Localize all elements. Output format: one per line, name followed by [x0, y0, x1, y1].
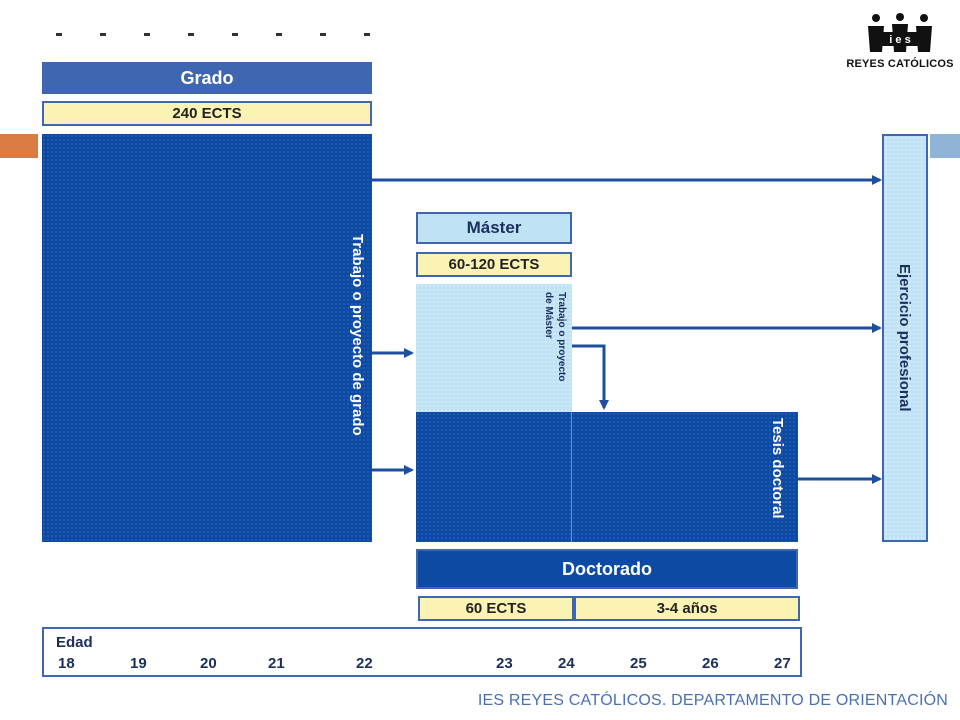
master-work-line2: de Máster [543, 292, 554, 339]
grado-header: Grado [42, 62, 372, 94]
cropped-title [56, 26, 370, 36]
grado-block: Trabajo o proyecto de grado [42, 134, 372, 542]
doctorado-years: 3-4 años [574, 596, 800, 621]
grado-work-label: Trabajo o proyecto de grado [349, 234, 366, 436]
age-value: 27 [774, 655, 791, 672]
school-logo: i e s REYES CATÓLICOS [846, 12, 954, 72]
doctorado-divider [571, 412, 572, 542]
professional-block: Ejercicio profesional [882, 134, 928, 542]
arrow-master-to-doctorado [572, 344, 609, 410]
professional-label: Ejercicio profesional [896, 264, 913, 412]
age-value: 21 [268, 655, 285, 672]
age-value: 20 [200, 655, 217, 672]
doctorado-block: Tesis doctoral [416, 412, 798, 542]
master-work-label: Trabajo o proyecto de Máster [542, 292, 568, 381]
age-value: 25 [630, 655, 647, 672]
doctorado-ects: 60 ECTS [418, 596, 574, 621]
master-ects: 60-120 ECTS [416, 252, 572, 277]
master-block: Trabajo o proyecto de Máster [416, 284, 572, 414]
age-value: 23 [496, 655, 513, 672]
accent-tab-left [0, 134, 38, 158]
age-timeline: Edad 18 19 20 21 22 23 24 25 26 27 [42, 627, 802, 677]
age-label: Edad [56, 634, 93, 651]
accent-tab-right [930, 134, 960, 158]
thesis-label: Tesis doctoral [769, 418, 786, 519]
crown-people-icon: i e s [868, 13, 932, 52]
grado-ects: 240 ECTS [42, 101, 372, 126]
age-value: 24 [558, 655, 575, 672]
master-header: Máster [416, 212, 572, 244]
age-value: 26 [702, 655, 719, 672]
doctorado-header: Doctorado [416, 549, 798, 589]
master-work-line1: Trabajo o proyecto [556, 292, 567, 382]
age-value: 22 [356, 655, 373, 672]
age-value: 18 [58, 655, 75, 672]
svg-text:i e s: i e s [889, 34, 910, 46]
logo-text: REYES CATÓLICOS [846, 58, 954, 70]
age-value: 19 [130, 655, 147, 672]
footer-text: IES REYES CATÓLICOS. DEPARTAMENTO DE ORI… [477, 692, 948, 709]
